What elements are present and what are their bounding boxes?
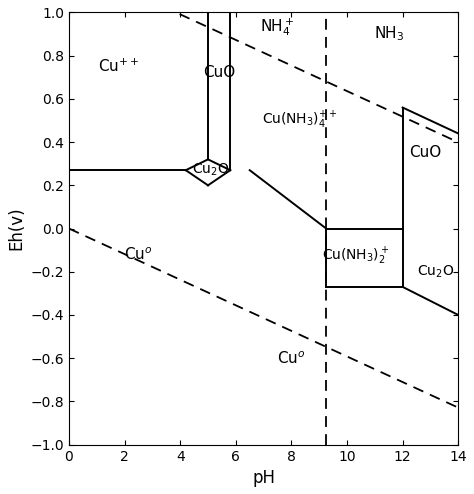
Text: Cu$_2$O: Cu$_2$O xyxy=(417,264,455,280)
Text: Cu$^{++}$: Cu$^{++}$ xyxy=(99,58,140,75)
X-axis label: pH: pH xyxy=(252,469,275,487)
Y-axis label: Eh(v): Eh(v) xyxy=(7,206,25,250)
Text: Cu$^o$: Cu$^o$ xyxy=(277,350,306,367)
Text: Cu(NH$_3$)$_4^{++}$: Cu(NH$_3$)$_4^{++}$ xyxy=(262,110,337,131)
Text: Cu(NH$_3$)$_2^+$: Cu(NH$_3$)$_2^+$ xyxy=(322,246,389,267)
Text: Cu$^o$: Cu$^o$ xyxy=(124,246,153,263)
Text: CuO: CuO xyxy=(203,65,235,81)
Text: NH$_3$: NH$_3$ xyxy=(374,25,404,43)
Text: Cu$_2$O: Cu$_2$O xyxy=(192,162,229,178)
Text: NH$_4^+$: NH$_4^+$ xyxy=(260,17,295,39)
Text: CuO: CuO xyxy=(409,145,441,161)
